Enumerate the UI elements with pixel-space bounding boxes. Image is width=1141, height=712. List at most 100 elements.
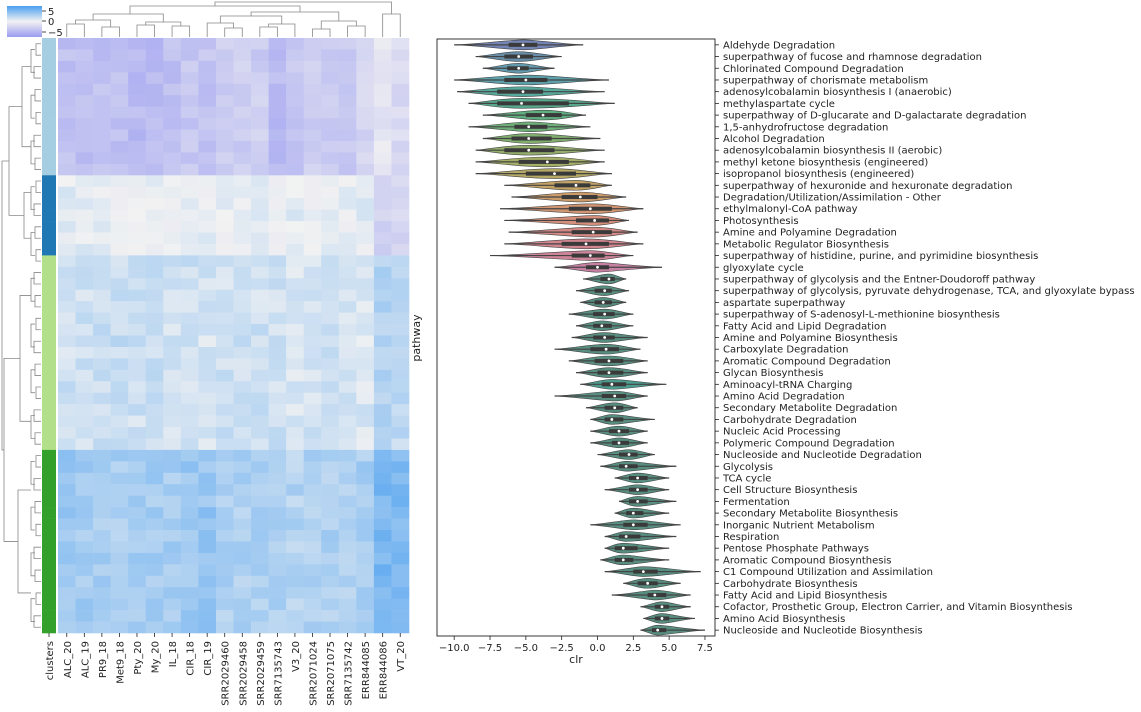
heatmap-cell [321, 243, 340, 256]
heatmap-cell [286, 484, 304, 496]
violin-category-label: superpathway of chorismate metabolism [723, 75, 928, 86]
heatmap-cell [303, 621, 322, 634]
heatmap-cell [93, 461, 111, 474]
violin-category-label: Pentose Phosphate Pathways [723, 544, 869, 555]
heatmap-cell [286, 209, 304, 222]
heatmap-cell [286, 60, 304, 73]
heatmap-cell [286, 163, 304, 176]
heatmap-cell [268, 95, 287, 107]
heatmap-cell [215, 289, 234, 302]
heatmap-cell [110, 186, 129, 199]
heatmap-cell [233, 541, 252, 554]
heatmap-cell [356, 530, 375, 542]
heatmap-cell [233, 129, 252, 142]
heatmap-cell [391, 289, 410, 302]
heatmap-cell [268, 598, 287, 611]
heatmap-cell [286, 198, 304, 210]
heatmap-cell [286, 312, 304, 325]
cluster-cell [42, 152, 56, 165]
violin-category-label: Inorganic Nutrient Metabolism [723, 520, 875, 531]
violin-category-label: Secondary Metabolite Degradation [723, 403, 897, 414]
heatmap-cell [391, 358, 410, 371]
cluster-cell [42, 598, 56, 611]
heatmap-cell [128, 598, 147, 611]
heatmap-cell [75, 140, 94, 153]
heatmap-cell [321, 301, 340, 313]
heatmap-cell [110, 564, 129, 577]
heatmap-cell [145, 301, 164, 313]
heatmap-cell [180, 358, 199, 371]
heatmap-cell [215, 587, 234, 599]
heatmap-cell [75, 438, 94, 451]
heatmap-cell [163, 610, 182, 622]
heatmap-cell [233, 358, 252, 371]
heatmap-cell [110, 392, 129, 405]
heatmap-cell [286, 381, 304, 394]
heatmap-cell [321, 175, 340, 188]
heatmap-cell [373, 243, 392, 256]
heatmap-cell [93, 530, 111, 542]
heatmap-cell [321, 335, 340, 348]
dendrogram-link [34, 89, 41, 102]
heatmap-cell [180, 461, 199, 474]
cluster-cell [42, 221, 56, 233]
heatmap-cell [373, 232, 392, 245]
heatmap-cell [75, 541, 94, 554]
violin-iqr-box [601, 382, 627, 387]
heatmap-cell [93, 255, 111, 268]
heatmap-cell [110, 243, 129, 256]
heatmap-cell [391, 484, 410, 496]
heatmap-cell [286, 266, 304, 279]
heatmap-cell [198, 449, 217, 462]
heatmap-cell [93, 518, 111, 531]
heatmap-cell [233, 518, 252, 531]
heatmap-cell [268, 472, 287, 485]
heatmap-cell [180, 335, 199, 348]
dendrogram-link [320, 20, 357, 29]
heatmap-cell [338, 324, 357, 336]
heatmap-cell [286, 621, 304, 634]
heatmap-cell [373, 198, 392, 210]
heatmap-cell [93, 186, 111, 199]
heatmap-cell [180, 106, 199, 119]
heatmap-cell [268, 140, 287, 153]
heatmap-cell [198, 118, 217, 130]
dendrogram-link [30, 323, 35, 348]
heatmap-cell [233, 564, 252, 577]
violin-median-point [660, 617, 664, 620]
heatmap-cell [233, 312, 252, 325]
heatmap-cell [215, 209, 234, 222]
heatmap-cell [233, 106, 252, 119]
heatmap-cell [145, 552, 164, 565]
heatmap-cell [58, 564, 76, 577]
heatmap-cell [163, 232, 182, 245]
cluster-cell [42, 449, 56, 462]
heatmap-cell [110, 518, 129, 531]
violin-category-label: Cell Structure Biosynthesis [723, 485, 857, 496]
heatmap-cell [373, 621, 392, 634]
heatmap-cell [356, 129, 375, 142]
heatmap-cell [338, 335, 357, 348]
heatmap-cell [251, 95, 269, 107]
heatmap-cell [233, 575, 252, 588]
heatmap-cell [75, 415, 94, 428]
heatmap-cell [198, 301, 217, 313]
heatmap-cell [338, 404, 357, 416]
heatmap-cell [356, 438, 375, 451]
heatmap-cell [286, 289, 304, 302]
heatmap-cell [233, 324, 252, 336]
heatmap-cell [110, 83, 129, 96]
heatmap-cell [356, 552, 375, 565]
violin-category-label: Nucleic Acid Processing [723, 427, 841, 438]
heatmap-cell [93, 369, 111, 382]
heatmap-cell [233, 152, 252, 165]
violin-iqr-box [614, 546, 638, 551]
heatmap-cell [233, 369, 252, 382]
heatmap-cell [338, 209, 357, 222]
heatmap-cell [180, 255, 199, 268]
heatmap-cell [198, 392, 217, 405]
heatmap-cell [180, 140, 199, 153]
heatmap-cell [75, 518, 94, 531]
violin-median-point [603, 336, 607, 339]
heatmap-cell [75, 221, 94, 233]
